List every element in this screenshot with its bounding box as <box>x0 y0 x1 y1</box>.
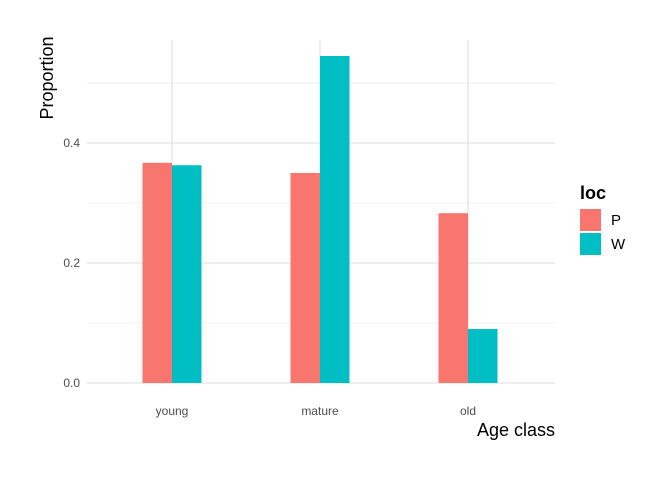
x-axis-ticks: young mature old <box>156 404 476 418</box>
legend-swatch-P <box>580 209 601 231</box>
legend-items: PW <box>580 209 626 255</box>
bar-W-old <box>468 329 498 383</box>
legend-label-W: W <box>611 236 626 253</box>
x-axis-title: Age class <box>477 420 555 440</box>
y-tick-label: 0.0 <box>63 376 80 390</box>
y-tick-label: 0.4 <box>63 136 80 150</box>
legend-title: loc <box>580 183 606 203</box>
x-tick-label: young <box>156 404 189 418</box>
legend-label-P: P <box>611 212 621 229</box>
bar-W-young <box>172 165 202 383</box>
y-axis-ticks: 0.0 0.2 0.4 <box>63 136 80 390</box>
bar-P-mature <box>290 173 320 383</box>
x-tick-label: mature <box>301 404 339 418</box>
y-tick-label: 0.2 <box>63 256 80 270</box>
legend: loc PW <box>580 183 626 255</box>
bar-W-mature <box>320 56 350 383</box>
bar-P-young <box>142 162 172 383</box>
y-axis-title: Proportion <box>37 36 57 119</box>
x-tick-label: old <box>460 404 476 418</box>
legend-swatch-W <box>580 233 601 255</box>
bars <box>142 56 498 383</box>
bar-P-old <box>438 213 468 383</box>
